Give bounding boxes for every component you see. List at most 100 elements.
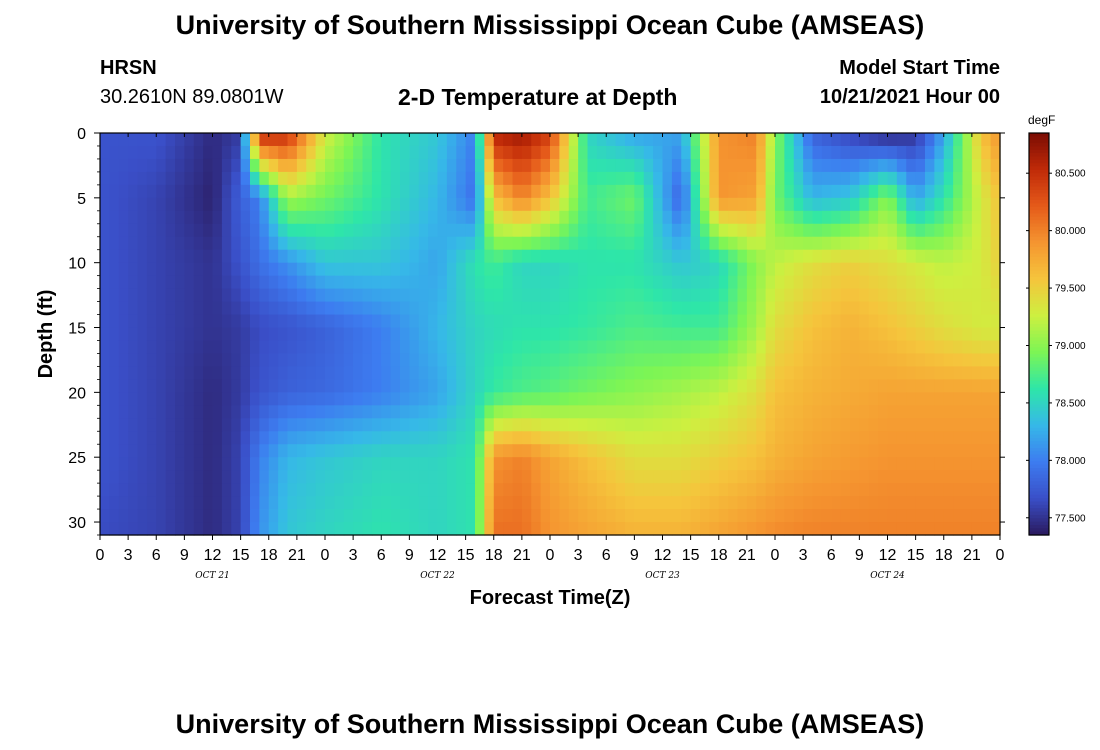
heatmap-cell [540,418,551,432]
heatmap-cell [971,133,982,147]
heatmap-cell [418,210,429,225]
heatmap-cell [587,301,598,316]
colorbar-segment [1029,488,1049,493]
heatmap-cell [184,210,195,225]
heatmap-cell [568,340,579,355]
heatmap-cell [718,418,729,432]
heatmap-cell [521,288,532,303]
heatmap-cell [568,418,579,432]
heatmap-cell [371,158,382,173]
heatmap-cell [681,366,692,380]
heatmap-cell [409,379,420,393]
heatmap-cell [775,470,785,484]
heatmap-cell [156,483,167,497]
heatmap-cell [343,210,354,225]
heatmap-cell [746,366,757,380]
x-tick-label: 21 [288,547,306,564]
x-tick-label: 3 [574,547,583,564]
heatmap-cell [943,236,954,251]
heatmap-cell [925,509,935,523]
heatmap-cell [540,522,551,536]
heatmap-cell [718,197,729,212]
heatmap-cell [259,275,270,290]
heatmap-cell [484,223,495,238]
heatmap-cell [306,197,317,212]
heatmap-cell [700,314,710,329]
heatmap-cell [184,184,195,199]
heatmap-cell [934,210,945,225]
heatmap-cell [343,509,354,523]
heatmap-cell [850,496,860,510]
heatmap-cell [634,275,645,290]
heatmap-cell [493,483,504,497]
heatmap-cell [203,483,214,497]
heatmap-cell [737,171,748,186]
heatmap-cell [709,171,720,186]
heatmap-cell [371,522,382,536]
heatmap-cell [175,418,185,432]
heatmap-cell [343,405,354,419]
heatmap-cell [925,171,935,186]
heatmap-cell [362,145,373,160]
heatmap-cell [756,340,767,355]
heatmap-cell [765,379,776,393]
colorbar-segment [1029,203,1049,208]
heatmap-cell [962,133,973,147]
heatmap-cell [821,496,832,510]
heatmap-cell [568,366,579,380]
colorbar-segment [1029,189,1049,194]
heatmap-cell [259,223,270,238]
heatmap-cell [925,496,935,510]
heatmap-cell [100,418,110,432]
heatmap-cell [737,145,748,160]
heatmap-cell [128,405,139,419]
heatmap-cell [128,366,139,380]
heatmap-cell [925,275,935,290]
heatmap-cell [287,236,298,251]
heatmap-cell [550,366,560,380]
colorbar-segment [1029,176,1049,181]
heatmap-cell [371,431,382,445]
heatmap-cell [371,353,382,368]
heatmap-cell [943,379,954,393]
heatmap-cell [906,405,917,419]
heatmap-cell [315,405,326,419]
heatmap-cell [550,327,560,342]
heatmap-cell [156,158,167,173]
heatmap-cell [521,379,532,393]
heatmap-cell [175,262,185,277]
heatmap-cell [325,145,335,160]
heatmap-cell [653,133,664,147]
colorbar-segment [1029,478,1049,482]
heatmap-cell [165,236,176,251]
heatmap-cell [906,418,917,432]
heatmap-cell [709,184,720,199]
heatmap-cell [146,171,157,186]
heatmap-cell [662,496,673,510]
heatmap-cell [700,405,710,419]
heatmap-cell [512,262,523,277]
heatmap-cell [446,145,457,160]
heatmap-cell [962,210,973,225]
heatmap-cell [559,509,570,523]
heatmap-cell [625,301,635,316]
heatmap-cell [212,509,223,523]
heatmap-cell [362,496,373,510]
heatmap-cell [221,249,232,264]
heatmap-cell [943,509,954,523]
heatmap-cell [915,444,926,458]
heatmap-cell [493,509,504,523]
heatmap-cell [184,392,195,406]
heatmap-cell [100,444,110,458]
heatmap-cell [390,392,401,406]
heatmap-cell [390,158,401,173]
heatmap-cell [971,145,982,160]
heatmap-cell [878,418,889,432]
heatmap-cell [953,457,964,471]
heatmap-cell [456,210,467,225]
heatmap-cell [100,223,110,238]
heatmap-cell [334,249,345,264]
heatmap-cell [803,457,814,471]
heatmap-cell [887,314,898,329]
heatmap-cell [334,340,345,355]
